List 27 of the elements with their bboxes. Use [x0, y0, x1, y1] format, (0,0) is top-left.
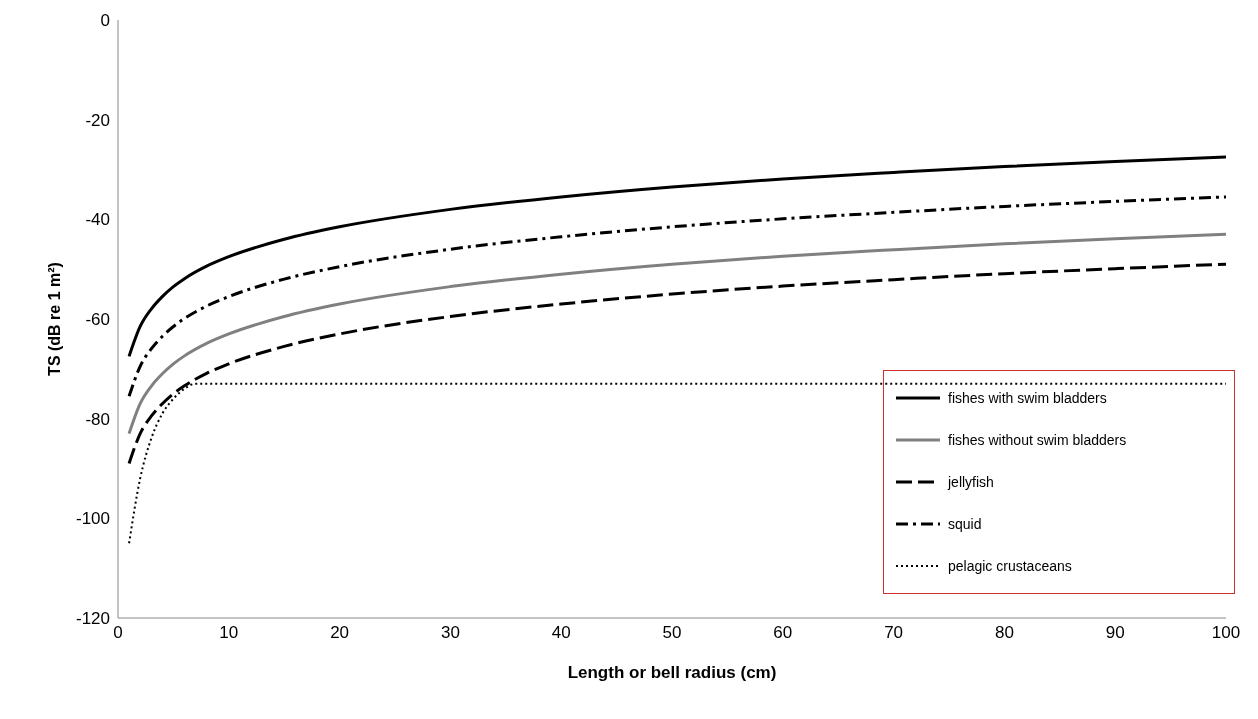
x-tick-label: 50 [662, 623, 682, 643]
x-tick-label: 20 [330, 623, 350, 643]
x-tick-label: 90 [1105, 623, 1125, 643]
legend-label: pelagic crustaceans [948, 558, 1072, 574]
x-axis-title: Length or bell radius (cm) [567, 663, 777, 682]
line-series [127, 232, 1226, 436]
x-tick-label: 40 [551, 623, 571, 643]
legend-label: squid [948, 516, 982, 532]
line-series [127, 155, 1226, 358]
x-tick-label: 100 [1211, 623, 1241, 643]
x-tick-label: 70 [884, 623, 904, 643]
legend-label: jellyfish [948, 474, 994, 490]
y-tick-label: 0 [100, 11, 110, 31]
x-tick-label: 80 [994, 623, 1014, 643]
x-tick-label: 60 [773, 623, 793, 643]
y-tick-label: -60 [85, 310, 110, 330]
legend-label: fishes without swim bladders [948, 432, 1127, 448]
y-tick-label: -120 [75, 609, 110, 629]
y-tick-label: -20 [85, 110, 110, 130]
y-tick-label: -100 [75, 509, 110, 529]
x-tick-label: 30 [440, 623, 460, 643]
x-tick-label: 10 [219, 623, 239, 643]
x-tick-label: 0 [113, 623, 123, 643]
y-tick-label: -40 [85, 210, 110, 230]
y-axis-title: TS (dB re 1 m²) [46, 262, 63, 376]
legend-label: fishes with swim bladders [948, 390, 1107, 406]
y-tick-label: -80 [85, 409, 110, 429]
